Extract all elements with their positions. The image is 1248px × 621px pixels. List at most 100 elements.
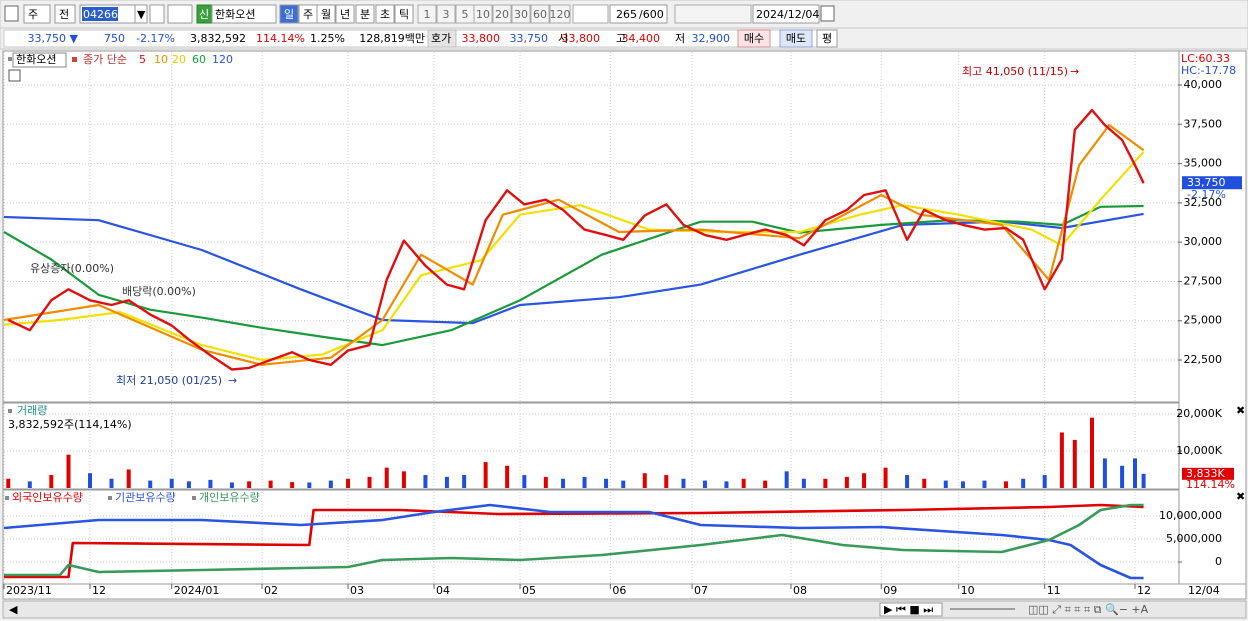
date[interactable]: 2024/12/04 — [756, 8, 819, 21]
interval-button[interactable] — [436, 4, 456, 24]
sell-button[interactable] — [779, 29, 813, 48]
annotation-high: 최고 41,050 (11/15) — [962, 65, 1068, 78]
playback-controls[interactable] — [879, 602, 943, 617]
x-tick-label: 12 — [1137, 584, 1151, 597]
period-label[interactable]: 년 — [340, 8, 350, 21]
volume-bar — [169, 478, 174, 488]
market[interactable]: 주 — [28, 8, 38, 21]
series-line — [3, 151, 1145, 362]
playback-icons[interactable]: ▶ ⏮ ■ ⏭ — [884, 603, 933, 616]
period-button[interactable] — [375, 4, 395, 24]
panel-close[interactable]: ✖ — [1236, 490, 1245, 503]
last-price-box — [1182, 176, 1242, 190]
x-tick-label: 2023/11 — [6, 584, 52, 597]
volume-bar — [1003, 481, 1008, 488]
interval-label[interactable]: 10 — [476, 8, 490, 21]
volume-bar — [1132, 458, 1137, 488]
buy-button[interactable] — [737, 29, 771, 48]
interval-label[interactable]: 5 — [462, 8, 469, 21]
volume-bar — [462, 475, 467, 488]
interval-label[interactable]: 20 — [495, 8, 509, 21]
exchange[interactable]: 전 — [59, 8, 69, 21]
period-button[interactable] — [335, 4, 355, 24]
interval-button[interactable] — [530, 4, 550, 24]
volume-bar — [1089, 417, 1094, 488]
y-tick-label: 0 — [1215, 555, 1222, 568]
period-label[interactable]: 분 — [360, 8, 370, 21]
y-tick-label: 32,500 — [1184, 196, 1223, 209]
volume-bar — [88, 473, 93, 488]
legend-entry: 120 — [212, 53, 233, 66]
volume-bar — [109, 478, 114, 488]
period-button[interactable] — [316, 4, 336, 24]
info-label: 고 — [616, 32, 626, 45]
interval-button[interactable] — [549, 4, 571, 24]
sound-button[interactable] — [167, 4, 193, 24]
x-corner-label: 12/04 — [1188, 584, 1220, 597]
period-button[interactable] — [355, 4, 375, 24]
legend-entry: 10 — [154, 53, 168, 66]
volume-bar — [483, 462, 488, 488]
period-label[interactable]: 초 — [380, 8, 390, 21]
interval-label[interactable]: 1 — [424, 8, 431, 21]
interval-button[interactable] — [492, 4, 512, 24]
tool-icons[interactable] — [674, 4, 752, 24]
market-select[interactable] — [23, 4, 51, 24]
volume-bar — [1120, 465, 1125, 488]
legend-square — [8, 409, 12, 413]
date-box[interactable] — [752, 4, 820, 24]
volume-bar — [642, 473, 647, 488]
calendar-button[interactable] — [820, 5, 835, 22]
series-line — [3, 503, 1144, 580]
period-label[interactable]: 틱 — [399, 8, 409, 21]
info-label: 호가 — [431, 32, 451, 45]
interval-button[interactable] — [417, 4, 437, 24]
y-tick-label: 30,000 — [1184, 235, 1223, 248]
interval-label[interactable]: 60 — [533, 8, 547, 21]
period-button[interactable] — [394, 4, 414, 24]
code-highlight[interactable] — [82, 7, 118, 21]
interval-label[interactable]: 120 — [550, 8, 571, 21]
buy[interactable]: 매수 — [744, 32, 764, 45]
x-tick-label: 12 — [92, 584, 106, 597]
sell[interactable]: 매도 — [786, 32, 806, 45]
stock-code[interactable]: 042660 — [83, 8, 125, 21]
info-amount: 128,819백만 — [359, 32, 425, 45]
series-line — [3, 204, 1144, 347]
volume-bar — [290, 482, 295, 488]
search-button[interactable] — [149, 4, 165, 24]
legend-square — [108, 496, 112, 500]
last-volume-box — [1182, 467, 1234, 480]
avg[interactable]: 평 — [822, 32, 832, 45]
volume-bar — [862, 473, 867, 488]
name-box[interactable] — [211, 4, 277, 24]
volume-bar — [883, 467, 888, 488]
stock-name[interactable]: 한화오션 — [215, 8, 255, 21]
exchange-select[interactable] — [54, 4, 76, 24]
interval-custom[interactable] — [572, 4, 609, 24]
y-tick-label: 10,000K — [1176, 444, 1222, 457]
avg-button[interactable] — [816, 29, 838, 48]
period-label[interactable]: 월 — [321, 8, 331, 21]
code-dropdown[interactable] — [134, 4, 148, 24]
scroll-left[interactable]: ◀ — [9, 603, 18, 616]
count-box[interactable] — [609, 4, 668, 24]
count[interactable]: 265 — [616, 8, 637, 21]
volume-bar — [561, 478, 566, 488]
interval-label[interactable]: 3 — [443, 8, 450, 21]
view-icons[interactable]: ◫◫ ⤢ ⌗ ⌗ ⌗ ⧉ 🔍− +A — [1028, 602, 1149, 616]
menu-icon[interactable] — [4, 5, 19, 22]
legend-square — [192, 496, 196, 500]
interval-label[interactable]: 30 — [514, 8, 528, 21]
max-count[interactable]: /600 — [639, 8, 664, 21]
interval-button[interactable] — [473, 4, 493, 24]
interval-button[interactable] — [511, 4, 531, 24]
period-button[interactable] — [279, 4, 299, 24]
volume-bar — [724, 481, 729, 488]
period-label[interactable]: 일 — [284, 7, 294, 21]
panel-close[interactable]: ✖ — [1236, 404, 1245, 417]
legend-icon[interactable] — [8, 69, 21, 82]
period-label[interactable]: 주 — [303, 8, 313, 21]
volume-bar — [664, 475, 669, 488]
legend-entry: 외국인보유수량 — [12, 491, 83, 504]
